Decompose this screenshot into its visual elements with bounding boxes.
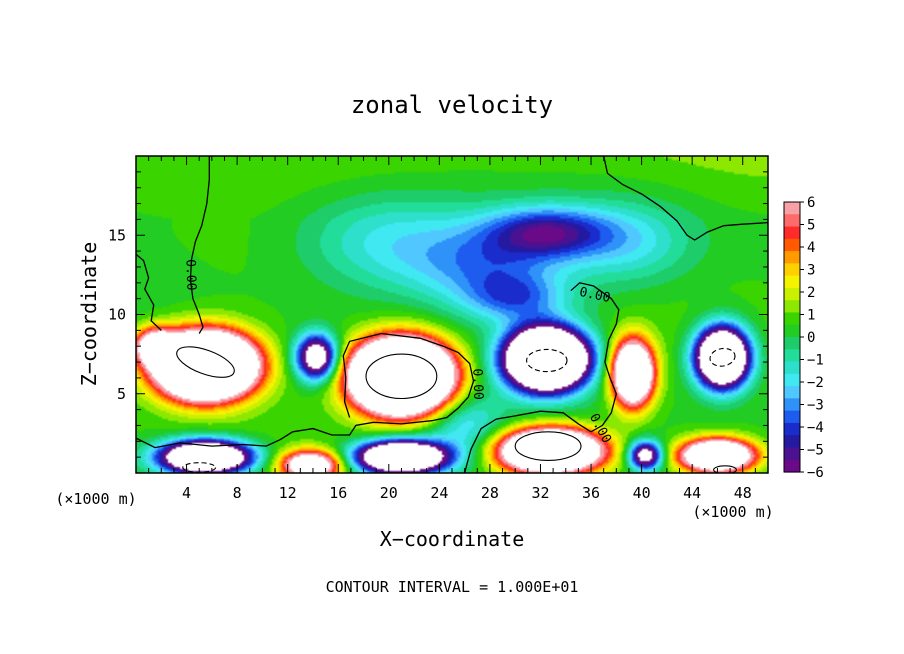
colorbar-swatch bbox=[784, 300, 800, 314]
contour-labels: 0.000.000.000.00 bbox=[182, 259, 614, 446]
negative-contour bbox=[526, 348, 568, 373]
colorbar-swatch bbox=[784, 422, 800, 436]
y-tick-label: 15 bbox=[108, 226, 126, 244]
colorbar-swatch bbox=[784, 251, 800, 264]
colorbar-swatch bbox=[784, 337, 800, 350]
colorbar-swatch bbox=[784, 275, 800, 289]
colorbar-tick-label: 3 bbox=[807, 263, 815, 279]
velocity-field bbox=[136, 156, 768, 473]
y-tick-label: 5 bbox=[117, 385, 126, 403]
positive-contour bbox=[176, 346, 235, 378]
x-tick-label: 20 bbox=[380, 484, 398, 502]
x-axis-label: X−coordinate bbox=[380, 527, 525, 551]
colorbar-swatch bbox=[784, 398, 800, 412]
colorbar-swatch bbox=[784, 287, 800, 301]
colorbar-swatch bbox=[784, 263, 800, 277]
colorbar-tick-label: −6 bbox=[807, 465, 824, 481]
x-tick-label: 44 bbox=[683, 484, 701, 502]
zero-contour-line bbox=[463, 282, 620, 473]
negative-contour bbox=[709, 347, 736, 367]
colorbar-swatch bbox=[784, 238, 800, 252]
x-tick-label: 36 bbox=[582, 484, 600, 502]
x-unit-right: (×1000 m) bbox=[692, 503, 773, 521]
colorbar-tick-label: 2 bbox=[807, 285, 815, 301]
colorbar-tick-label: −3 bbox=[807, 398, 824, 414]
y-tick-label: 10 bbox=[108, 306, 126, 324]
x-tick-label: 12 bbox=[279, 484, 297, 502]
colorbar-swatch bbox=[784, 410, 800, 424]
colorbar-swatch bbox=[784, 373, 800, 387]
x-unit-left: (×1000 m) bbox=[55, 490, 136, 508]
colorbar-swatch bbox=[784, 386, 800, 399]
colorbar-swatch bbox=[784, 459, 800, 473]
colorbar-swatch bbox=[784, 361, 800, 375]
y-axis: 5 10 15 bbox=[108, 171, 768, 458]
colorbar-tick-label: 4 bbox=[807, 240, 815, 256]
contour-value-label: 0.00 bbox=[469, 368, 485, 400]
colorbar-swatch bbox=[784, 202, 800, 215]
colorbar-tick-label: 6 bbox=[807, 195, 815, 211]
colorbar-tick-label: −1 bbox=[807, 353, 824, 369]
colorbar-swatch bbox=[784, 312, 800, 326]
colorbar-swatch bbox=[784, 435, 800, 449]
zero-contour-line bbox=[189, 156, 210, 334]
x-tick-label: 40 bbox=[633, 484, 651, 502]
chart-title: zonal velocity bbox=[351, 91, 553, 119]
colorbar-tick-label: −4 bbox=[807, 420, 824, 436]
contour-value-label: 0.00 bbox=[578, 285, 612, 306]
colorbar: 6 5 4 3 2 1 0 −1 −2 −3 −4 −5 −6 bbox=[783, 195, 824, 481]
positive-contour bbox=[713, 465, 737, 473]
zero-contour-line bbox=[136, 332, 475, 449]
x-tick-label: 32 bbox=[531, 484, 549, 502]
colorbar-tick-label: 1 bbox=[807, 308, 815, 324]
zero-contour-line bbox=[603, 156, 768, 241]
positive-contour bbox=[514, 431, 582, 461]
colorbar-swatch bbox=[784, 214, 800, 228]
zero-contour-line bbox=[136, 253, 162, 331]
y-axis-label: Z−coordinate bbox=[77, 242, 101, 387]
x-tick-label: 4 bbox=[182, 484, 191, 502]
plot-area: 0.000.000.000.00 bbox=[136, 156, 768, 473]
colorbar-tick-label: 5 bbox=[807, 218, 815, 234]
x-tick-label: 48 bbox=[734, 484, 752, 502]
x-tick-label: 8 bbox=[233, 484, 242, 502]
x-tick-label: 24 bbox=[430, 484, 448, 502]
colorbar-tick-label: −5 bbox=[807, 443, 824, 459]
x-tick-label: 16 bbox=[329, 484, 347, 502]
colorbar-tick-label: −2 bbox=[807, 375, 824, 391]
positive-contour bbox=[365, 353, 438, 400]
footer-note: CONTOUR INTERVAL = 1.000E+01 bbox=[326, 578, 579, 596]
colorbar-swatch bbox=[784, 447, 800, 461]
contour-value-label: 0.00 bbox=[182, 259, 198, 291]
x-tick-label: 28 bbox=[481, 484, 499, 502]
colorbar-tick-label: 0 bbox=[807, 330, 815, 346]
colorbar-swatch bbox=[784, 324, 800, 338]
colorbar-swatch bbox=[784, 349, 800, 363]
x-axis: 4 8 12 16 20 24 28 32 36 40 44 48 bbox=[148, 156, 756, 502]
colorbar-swatch bbox=[784, 226, 800, 240]
